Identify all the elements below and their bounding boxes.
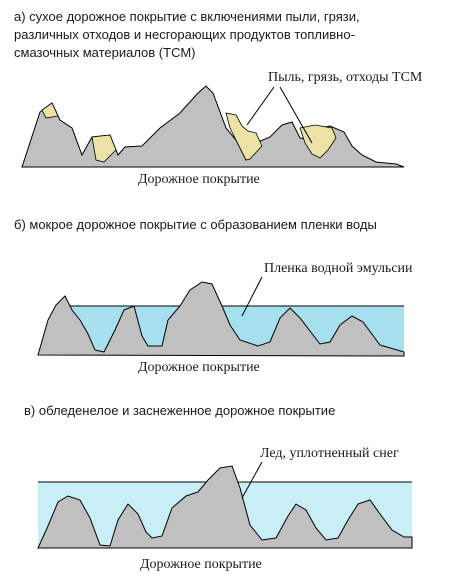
dirt-deposit-2	[91, 134, 117, 163]
panel-b-pavement	[37, 281, 405, 357]
panel-b-artwork	[37, 276, 405, 357]
panel-a-caption-line-1: а) сухое дорожное покрытие с включениями…	[14, 9, 360, 24]
dirt-deposit-4	[299, 124, 337, 159]
panel-c-caption: в) обледенелое и заснеженное дорожное по…	[24, 403, 336, 418]
dirt-deposit-3	[225, 112, 263, 161]
panel-a-leader-2	[279, 86, 313, 144]
panel-a-caption-line-3: смазочных материалов (ТСМ)	[14, 45, 196, 60]
water-film	[65, 306, 404, 352]
panel-c-callout-label: Лед, уплотненный снег	[260, 446, 399, 461]
panel-b-surface-label: Дорожное покрытие	[138, 360, 260, 375]
panel-c-leader	[241, 461, 263, 499]
panel-a-artwork	[21, 85, 405, 168]
panel-a-callout-label: Пыль, грязь, отходы ТСМ	[268, 70, 423, 85]
panel-c-surface-label: Дорожное покрытие	[140, 557, 262, 572]
panel-c-pavement	[37, 465, 413, 549]
panel-a-surface-label: Дорожное покрытие	[138, 172, 260, 187]
panel-a-pavement	[21, 85, 405, 168]
dirt-deposit-1	[41, 102, 59, 119]
panel-b-leader	[241, 276, 263, 317]
panel-a-leader-1	[246, 86, 275, 126]
panel-b-caption: б) мокрое дорожное покрытие с образовани…	[14, 217, 377, 232]
panel-c-artwork	[37, 461, 413, 549]
panel-a-caption-line-2: различных отходов и несгорающих продукто…	[14, 27, 355, 42]
panel-b-callout-label: Пленка водной эмульсии	[264, 261, 413, 276]
